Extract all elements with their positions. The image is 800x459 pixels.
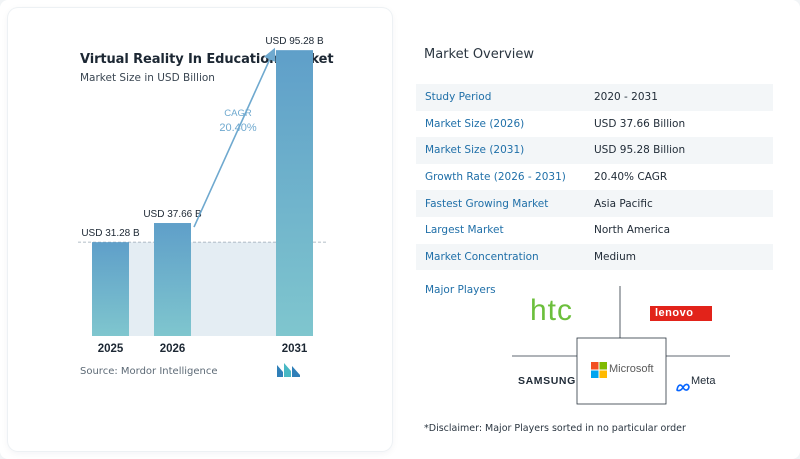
row-label: Fastest Growing Market: [425, 197, 549, 210]
cagr-value: 20.40%: [219, 122, 257, 134]
data-label-2025: USD 31.28 B: [81, 228, 140, 239]
overview-row: Market Concentration Medium: [416, 243, 773, 271]
row-value: 20.40% CAGR: [594, 171, 668, 184]
overview-row: Study Period 2020 - 2031: [416, 84, 773, 111]
row-label: Largest Market: [425, 224, 504, 237]
source-note: Source: Mordor Intelligence: [80, 366, 218, 377]
x-tick-2031: 2031: [282, 343, 308, 355]
overview-row: Largest Market North America: [416, 217, 773, 244]
market-overview-title: Market Overview: [424, 47, 535, 62]
row-value: 2020 - 2031: [594, 91, 658, 104]
row-value: USD 37.66 Billion: [594, 117, 686, 130]
row-label: Growth Rate (2026 - 2031): [425, 171, 566, 184]
x-tick-2026: 2026: [160, 343, 186, 355]
lenovo-logo: lenovo: [650, 306, 712, 321]
bar-2031: [276, 50, 313, 336]
bar-2025: [92, 242, 129, 336]
chart-card: [8, 8, 392, 451]
cagr-label: CAGR: [224, 108, 252, 119]
data-label-2026: USD 37.66 B: [143, 209, 202, 220]
bar-2026: [154, 223, 191, 336]
x-tick-2025: 2025: [98, 343, 124, 355]
row-label: Market Concentration: [425, 250, 539, 263]
meta-logo: Meta: [691, 375, 716, 387]
overview-row: Fastest Growing Market Asia Pacific: [416, 190, 773, 217]
bar-chart: USD 31.28 B 2025 USD 37.66 B 2026 USD 95.28 …: [78, 36, 328, 355]
microsoft-logo-icon: [591, 362, 607, 382]
samsung-logo: SAMSUNG: [518, 375, 576, 387]
overview-table: Study Period 2020 - 2031 Market Size (202…: [416, 84, 773, 271]
cagr-arrow: [193, 47, 276, 228]
row-label: Study Period: [425, 91, 492, 104]
overview-row: Market Size (2026) USD 37.66 Billion: [416, 111, 773, 138]
microsoft-logo: Microsoft: [609, 363, 654, 375]
row-value: Medium: [594, 250, 636, 263]
major-players-label: Major Players: [425, 284, 496, 296]
chart-subtitle: Market Size in USD Billion: [80, 72, 215, 84]
lenovo-logo-text: lenovo: [655, 307, 694, 319]
row-value: Asia Pacific: [594, 197, 653, 210]
reference-band: [129, 242, 276, 336]
disclaimer: *Disclaimer: Major Players sorted in no …: [424, 423, 686, 434]
htc-logo: htc: [530, 294, 574, 327]
major-players-grid: htc lenovo SAMSUNG Microsoft Meta: [500, 286, 740, 406]
data-label-2031: USD 95.28 B: [265, 36, 324, 47]
overview-row: Market Size (2031) USD 95.28 Billion: [416, 137, 773, 164]
row-value: North America: [594, 224, 671, 237]
row-label: Market Size (2026): [425, 117, 525, 130]
overview-row: Growth Rate (2026 - 2031) 20.40% CAGR: [416, 164, 773, 191]
row-label: Market Size (2031): [425, 144, 525, 157]
meta-logo-icon: [676, 377, 690, 396]
row-value: USD 95.28 Billion: [594, 144, 686, 157]
mordor-logo-icon: [276, 362, 302, 382]
